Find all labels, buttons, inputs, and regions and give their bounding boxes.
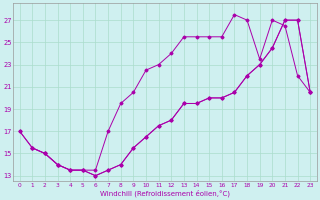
X-axis label: Windchill (Refroidissement éolien,°C): Windchill (Refroidissement éolien,°C) [100, 189, 230, 197]
